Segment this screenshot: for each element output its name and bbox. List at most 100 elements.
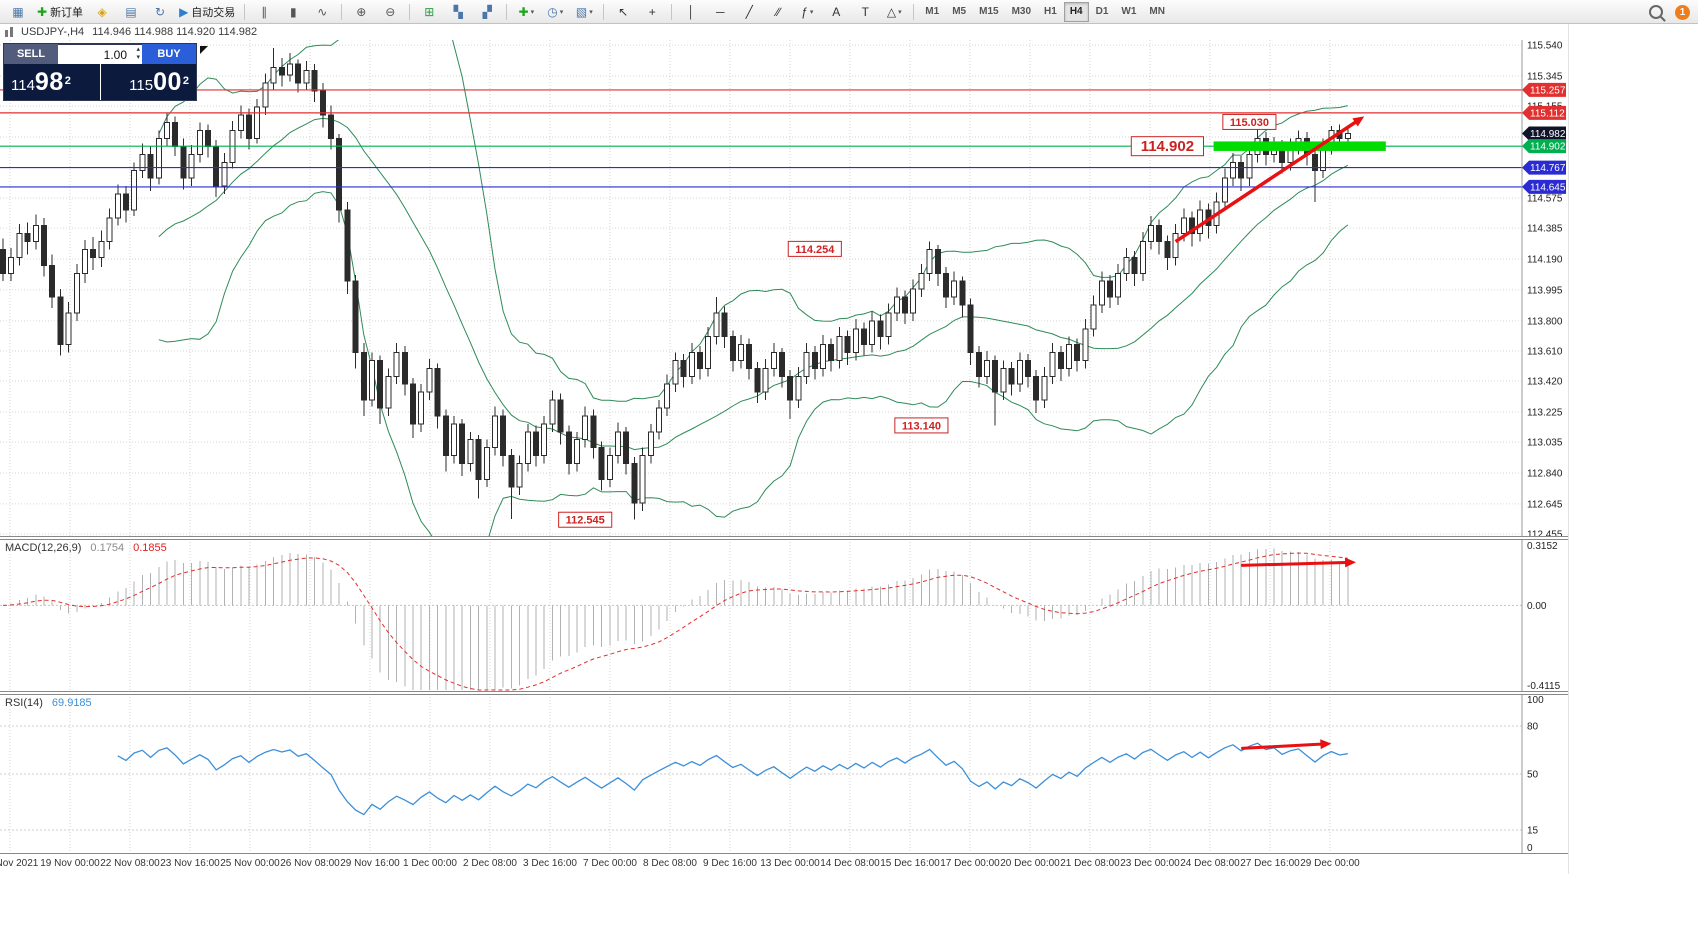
time-label: 17 Nov 2021 — [0, 858, 39, 869]
price-scale-label: 114.385 — [1527, 224, 1563, 235]
time-label: 13 Dec 00:00 — [760, 858, 820, 869]
period-menu-button[interactable]: ◷ ▾ — [541, 1, 569, 23]
candlestick-chart-button[interactable]: ▮ — [279, 1, 307, 23]
zoom-out-icon: ⊖ — [385, 4, 396, 19]
history-icon-icon: ▤ — [125, 4, 137, 19]
price-badge — [1522, 82, 1566, 97]
autotrading-button[interactable]: ▶ 自动交易 — [175, 1, 239, 23]
text-button[interactable]: A — [822, 1, 850, 23]
new-order-button[interactable]: ✚ 新订单 — [33, 1, 87, 23]
channel-button[interactable]: ∕∕ — [764, 1, 792, 23]
balance-icon-button[interactable]: ◈ — [88, 1, 116, 23]
shapes-button[interactable]: △ ▾ — [880, 1, 908, 23]
macd-arrow[interactable] — [1241, 560, 1351, 567]
price-badge-text: 115.112 — [1530, 108, 1565, 119]
history-icon-button[interactable]: ▤ — [117, 1, 145, 23]
refresh-icon-icon: ↻ — [155, 4, 166, 19]
timeframe-h4-button[interactable]: H4 — [1063, 1, 1089, 22]
timeframe-m30-button[interactable]: M30 — [1011, 6, 1032, 17]
rsi-panel[interactable]: 100 80 50 15 0 — [0, 694, 1568, 854]
timeframe-w1-button[interactable]: W1 — [1121, 6, 1137, 17]
one-click-collapse-button[interactable] — [200, 46, 208, 54]
auto-arrange-button[interactable]: ▚ — [444, 1, 472, 23]
price-annotation-box[interactable] — [1130, 136, 1205, 157]
zoom-out-button[interactable]: ⊖ — [376, 1, 404, 23]
timeframe-m15-button[interactable]: M15 — [979, 6, 999, 17]
trend-arrow[interactable] — [1174, 118, 1361, 244]
time-label: 9 Dec 16:00 — [703, 858, 757, 869]
price-scale[interactable]: 115.540115.345115.155114.575114.385114.1… — [1522, 41, 1566, 537]
time-label: 27 Dec 16:00 — [1240, 858, 1300, 869]
sell-button[interactable]: SELL — [4, 44, 58, 64]
one-click-trading-panel: SELL 1.00 ▴ ▾ BUY 114 98 2 115 00 2 — [4, 44, 196, 100]
chart-ohlc-values: 114.946 114.988 114.920 114.982 — [92, 26, 258, 38]
price-annotation-text: 114.902 — [1141, 138, 1194, 155]
add-indicator-button[interactable]: ✚ ▾ — [512, 1, 540, 23]
crosshair-button[interactable]: + — [638, 1, 666, 23]
timeframe-h1-button[interactable]: H1 — [1044, 6, 1057, 17]
timeframe-d1-button[interactable]: D1 — [1095, 6, 1109, 17]
label-button[interactable]: T — [851, 1, 879, 23]
tile-windows-button[interactable]: ⊞ — [415, 1, 443, 23]
price-badge — [1522, 139, 1566, 154]
volume-up-button[interactable]: ▴ — [136, 46, 140, 53]
main-price-chart[interactable]: 115.030 114.902 114.254 113.140 112.545 115.5… — [0, 40, 1568, 537]
time-label: 3 Dec 16:00 — [523, 858, 577, 869]
price-badge — [1522, 105, 1566, 120]
volume-input[interactable]: 1.00 ▴ ▾ — [58, 44, 142, 64]
price-annotation-box[interactable] — [558, 511, 613, 528]
buy-button[interactable]: BUY — [142, 44, 196, 64]
horizontal-line-button[interactable]: ─ — [706, 1, 734, 23]
toolbar: ▦ ✚ 新订单 ◈ ▤ ↻ ▶ 自动交易 ∥ ▮ ∿ ⊕ ⊖ ⊞ ▚ ▞ ✚ ▾ ◷ ▾ ▧ ▾ ↖ + │ ─ ╱ ∕∕ ƒ ▾ A T △ ▾… — [0, 0, 1698, 24]
macd-panel[interactable]: 0.3152 0.00 -0.4115 — [0, 539, 1568, 692]
trendline-button[interactable]: ╱ — [735, 1, 763, 23]
zoom-in-button[interactable]: ⊕ — [347, 1, 375, 23]
bar-chart-button[interactable]: ∥ — [250, 1, 278, 23]
time-label: 14 Dec 08:00 — [820, 858, 880, 869]
chevron-down-icon: ▾ — [898, 8, 902, 16]
line-chart-button[interactable]: ∿ — [308, 1, 336, 23]
search-icon[interactable] — [1649, 5, 1663, 19]
timeframe-m5-button[interactable]: M5 — [952, 6, 967, 17]
add-indicator-icon: ✚ — [518, 4, 529, 19]
time-label: 7 Dec 00:00 — [583, 858, 637, 869]
bollinger-bands[interactable] — [158, 40, 1349, 537]
autotrading-icon: ▶ — [179, 4, 189, 19]
price-scale-label: 113.800 — [1527, 316, 1563, 327]
toolbar-separator — [913, 3, 915, 20]
buy-price: 115 00 2 — [129, 68, 189, 96]
cascade-windows-button[interactable]: ▞ — [473, 1, 501, 23]
cascade-windows-icon: ▞ — [482, 4, 492, 19]
toolbar-separator — [341, 3, 343, 20]
cursor-button[interactable]: ↖ — [609, 1, 637, 23]
price-badge-text: 114.767 — [1530, 163, 1566, 174]
price-scale-label: 115.540 — [1527, 41, 1563, 52]
new-chart-button[interactable]: ▦ — [4, 1, 32, 23]
vertical-line-button[interactable]: │ — [677, 1, 705, 23]
price-annotation-box[interactable] — [894, 417, 949, 434]
fibonacci-button[interactable]: ƒ ▾ — [793, 1, 821, 23]
price-badge — [1522, 179, 1566, 194]
price-annotation-box[interactable] — [787, 240, 842, 257]
toolbar-separator — [409, 3, 411, 20]
timeframe-m1-button[interactable]: M1 — [925, 6, 940, 17]
panel-edge-divider — [1568, 24, 1569, 874]
price-annotation-box[interactable] — [1222, 113, 1277, 130]
template-menu-button[interactable]: ▧ ▾ — [570, 1, 598, 23]
volume-value: 1.00 — [103, 47, 127, 62]
rsi-arrow[interactable] — [1241, 742, 1326, 750]
price-annotation-text: 114.254 — [795, 244, 835, 256]
price-badge-text: 115.257 — [1530, 85, 1566, 96]
trendline-icon: ╱ — [745, 4, 753, 19]
notification-badge[interactable]: 1 — [1675, 4, 1690, 20]
macd-axis-min: -0.4115 — [1527, 681, 1561, 692]
autotrading-button-label: 自动交易 — [191, 6, 236, 19]
support-zone[interactable] — [1213, 141, 1386, 151]
timeframe-mn-button[interactable]: MN — [1149, 6, 1165, 17]
rsi-axis-label: 50 — [1527, 770, 1539, 781]
volume-down-button[interactable]: ▾ — [136, 54, 140, 61]
refresh-icon-button[interactable]: ↻ — [146, 1, 174, 23]
chart-symbol-icon — [5, 27, 13, 37]
balance-icon-icon: ◈ — [97, 4, 107, 19]
